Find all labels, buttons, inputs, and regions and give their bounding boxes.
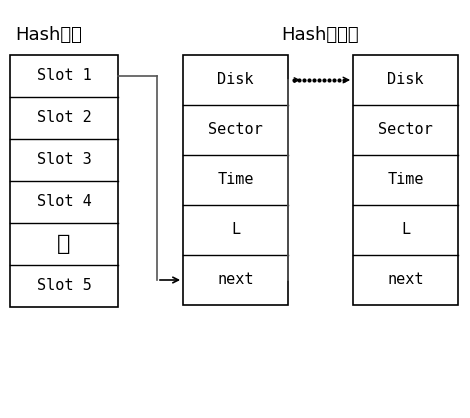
Text: Slot 3: Slot 3 (37, 153, 91, 168)
Text: L: L (401, 222, 410, 237)
Text: Hash表条目: Hash表条目 (282, 26, 359, 44)
Text: Slot 5: Slot 5 (37, 278, 91, 293)
Text: Time: Time (217, 173, 254, 188)
Text: L: L (231, 222, 240, 237)
Text: Disk: Disk (387, 72, 424, 87)
Text: Hash表头: Hash表头 (16, 26, 82, 44)
Text: Disk: Disk (217, 72, 254, 87)
Text: Sector: Sector (208, 122, 263, 138)
Text: Slot 1: Slot 1 (37, 69, 91, 84)
Bar (183, 55, 288, 305)
Bar (353, 55, 458, 305)
Text: Slot 4: Slot 4 (37, 194, 91, 209)
Bar (10, 55, 118, 307)
Text: next: next (387, 273, 424, 288)
Text: Slot 2: Slot 2 (37, 110, 91, 125)
Text: next: next (217, 273, 254, 288)
Text: Sector: Sector (378, 122, 433, 138)
Text: ⋮: ⋮ (57, 234, 70, 254)
Text: Time: Time (387, 173, 424, 188)
